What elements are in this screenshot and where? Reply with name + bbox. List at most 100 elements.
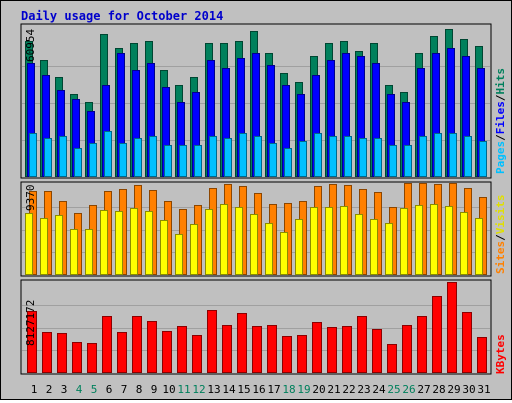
bar-kbytes-day-9 xyxy=(147,321,157,373)
day-label-17: 17 xyxy=(267,383,280,396)
legend-hits: Hits xyxy=(494,68,507,95)
bar-kbytes-day-31 xyxy=(477,337,487,373)
bar-pages-day-6 xyxy=(104,131,112,177)
middle-bars xyxy=(25,183,487,275)
bar-kbytes-day-30 xyxy=(462,312,472,373)
bar-pages-day-14 xyxy=(224,138,232,177)
bar-pages-day-5 xyxy=(89,143,97,177)
bar-kbytes-day-25 xyxy=(387,344,397,373)
bar-visits-day-20 xyxy=(310,207,318,275)
bar-kbytes-day-26 xyxy=(402,325,412,373)
bar-pages-day-30 xyxy=(464,136,472,177)
bar-pages-day-22 xyxy=(344,136,352,177)
day-label-24: 24 xyxy=(372,383,386,396)
day-label-5: 5 xyxy=(91,383,98,396)
bar-pages-day-19 xyxy=(299,141,307,177)
bar-pages-day-20 xyxy=(314,133,322,177)
bar-visits-day-23 xyxy=(355,214,363,275)
bar-pages-day-21 xyxy=(329,136,337,177)
day-labels: 1 2 3 4 5 6 7 8 9 10 11 12 13 14 15 16 17 18 19 20 21 22 23 24 2… xyxy=(31,383,491,396)
day-label-11: 11 xyxy=(177,383,190,396)
bottom-bars xyxy=(27,282,487,373)
day-label-25: 25 xyxy=(387,383,400,396)
bar-pages-day-25 xyxy=(389,145,397,177)
bar-kbytes-day-3 xyxy=(57,333,67,373)
top-legend: Pages/Files/Hits xyxy=(494,68,507,174)
bar-kbytes-day-22 xyxy=(342,326,352,373)
bar-kbytes-day-16 xyxy=(252,326,262,373)
bar-visits-day-16 xyxy=(250,214,258,275)
bar-pages-day-29 xyxy=(449,133,457,177)
bar-visits-day-26 xyxy=(400,208,408,275)
day-label-21: 21 xyxy=(327,383,340,396)
bar-kbytes-day-1 xyxy=(27,311,37,373)
bar-pages-day-31 xyxy=(479,141,487,177)
middle-max-label: 9370 xyxy=(24,185,37,212)
bar-kbytes-day-15 xyxy=(237,313,247,373)
bar-pages-day-12 xyxy=(194,145,202,177)
bar-pages-day-27 xyxy=(419,136,427,177)
bar-kbytes-day-17 xyxy=(267,325,277,373)
bar-pages-day-4 xyxy=(74,148,82,177)
legend-visits: Visits xyxy=(494,195,507,235)
bar-visits-day-7 xyxy=(115,211,123,275)
bar-kbytes-day-20 xyxy=(312,322,322,373)
bar-visits-day-18 xyxy=(280,232,288,275)
top-max-label: 60954 xyxy=(24,29,37,62)
bar-kbytes-day-23 xyxy=(357,316,367,373)
bar-kbytes-day-12 xyxy=(192,335,202,373)
bar-visits-day-25 xyxy=(385,223,393,275)
bar-kbytes-day-8 xyxy=(132,316,142,373)
bar-kbytes-day-7 xyxy=(117,332,127,373)
bar-pages-day-1 xyxy=(29,133,37,177)
day-label-1: 1 xyxy=(31,383,38,396)
bar-pages-day-13 xyxy=(209,136,217,177)
legend-sep-1: / xyxy=(494,134,507,141)
day-label-14: 14 xyxy=(222,383,236,396)
bar-pages-day-24 xyxy=(374,138,382,177)
day-label-30: 30 xyxy=(462,383,475,396)
bar-visits-day-29 xyxy=(445,206,453,275)
bar-pages-day-9 xyxy=(149,136,157,177)
day-label-4: 4 xyxy=(76,383,83,396)
bar-visits-day-1 xyxy=(25,213,33,275)
bar-kbytes-day-5 xyxy=(87,343,97,373)
day-label-13: 13 xyxy=(207,383,220,396)
day-label-19: 19 xyxy=(297,383,310,396)
bar-kbytes-day-28 xyxy=(432,296,442,373)
bar-visits-day-10 xyxy=(160,220,168,275)
bar-pages-day-8 xyxy=(134,138,142,177)
day-label-7: 7 xyxy=(121,383,128,396)
bar-visits-day-8 xyxy=(130,208,138,275)
bar-visits-day-4 xyxy=(70,229,78,275)
bar-kbytes-day-19 xyxy=(297,335,307,373)
day-label-23: 23 xyxy=(357,383,370,396)
legend-sites: Sites xyxy=(494,241,507,274)
day-label-12: 12 xyxy=(192,383,205,396)
bar-visits-day-9 xyxy=(145,211,153,275)
bar-kbytes-day-29 xyxy=(447,282,457,373)
bar-visits-day-17 xyxy=(265,223,273,275)
bar-visits-day-27 xyxy=(415,205,423,275)
top-bars xyxy=(25,29,487,177)
day-label-18: 18 xyxy=(282,383,295,396)
legend-sep-2: / xyxy=(494,94,507,101)
day-label-29: 29 xyxy=(447,383,460,396)
bar-visits-day-13 xyxy=(205,209,213,275)
day-label-6: 6 xyxy=(106,383,113,396)
bar-kbytes-day-21 xyxy=(327,327,337,373)
day-label-26: 26 xyxy=(402,383,415,396)
day-label-3: 3 xyxy=(61,383,68,396)
legend-pages: Pages xyxy=(494,141,507,174)
chart-title: Daily usage for October 2014 xyxy=(21,9,223,23)
bar-pages-day-18 xyxy=(284,148,292,177)
day-label-8: 8 xyxy=(136,383,143,396)
bar-pages-day-17 xyxy=(269,143,277,177)
bar-visits-day-24 xyxy=(370,219,378,275)
bar-kbytes-day-18 xyxy=(282,336,292,373)
day-label-9: 9 xyxy=(151,383,158,396)
day-label-31: 31 xyxy=(477,383,490,396)
bar-visits-day-11 xyxy=(175,234,183,275)
bar-pages-day-2 xyxy=(44,138,52,177)
day-label-22: 22 xyxy=(342,383,355,396)
